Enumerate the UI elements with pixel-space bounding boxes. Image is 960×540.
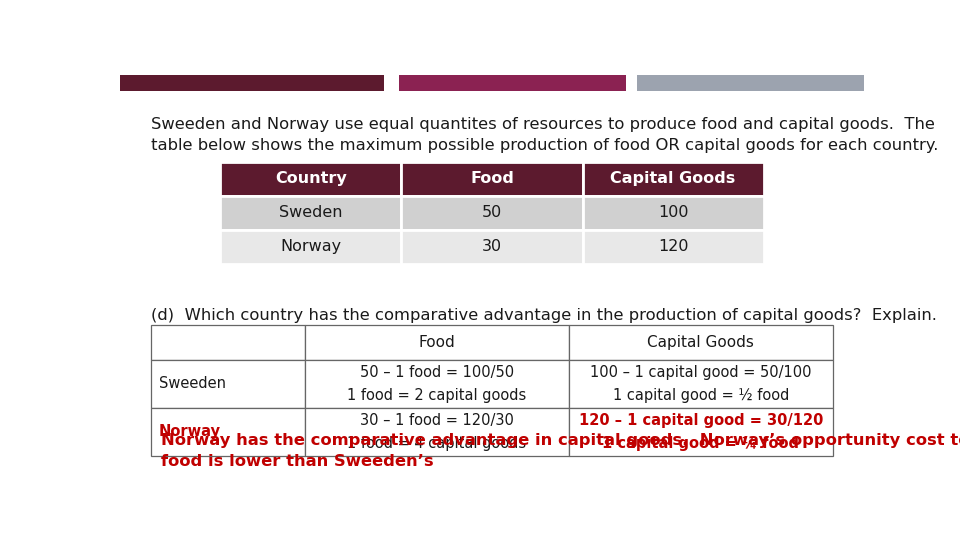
Bar <box>583 230 763 264</box>
Text: Norway: Norway <box>280 239 342 254</box>
Bar <box>401 196 583 230</box>
Bar <box>120 75 384 91</box>
Text: Food: Food <box>470 171 514 186</box>
Bar <box>221 161 401 196</box>
Bar <box>304 360 568 408</box>
Text: 50 – 1 food = 100/50
1 food = 2 capital goods: 50 – 1 food = 100/50 1 food = 2 capital … <box>347 364 526 403</box>
Text: 30 – 1 food = 120/30
1 food = 4 capital goods: 30 – 1 food = 120/30 1 food = 4 capital … <box>348 413 526 451</box>
Text: Sweden: Sweden <box>279 205 343 220</box>
Bar <box>568 360 832 408</box>
Bar <box>399 75 626 91</box>
Bar <box>221 196 401 230</box>
Bar <box>152 360 304 408</box>
Text: Country: Country <box>276 171 347 186</box>
Bar <box>568 408 832 456</box>
Bar <box>637 75 864 91</box>
Text: Sweeden and Norway use equal quantites of resources to produce food and capital : Sweeden and Norway use equal quantites o… <box>152 117 939 153</box>
Bar <box>583 196 763 230</box>
Bar <box>583 161 763 196</box>
Text: Norway: Norway <box>158 424 221 439</box>
Bar <box>304 325 568 360</box>
Text: 100: 100 <box>658 205 688 220</box>
Text: Sweeden: Sweeden <box>158 376 226 392</box>
Text: Capital Goods: Capital Goods <box>611 171 735 186</box>
Text: Food: Food <box>419 335 455 350</box>
Bar <box>401 230 583 264</box>
Text: Capital Goods: Capital Goods <box>647 335 755 350</box>
Text: 120 – 1 capital good = 30/120
1 capital good = ¼ food: 120 – 1 capital good = 30/120 1 capital … <box>579 413 823 451</box>
Bar <box>221 230 401 264</box>
Text: 30: 30 <box>482 239 502 254</box>
Bar <box>401 161 583 196</box>
Bar <box>568 325 832 360</box>
Bar <box>152 325 304 360</box>
Text: 100 – 1 capital good = 50/100
1 capital good = ½ food: 100 – 1 capital good = 50/100 1 capital … <box>590 364 811 403</box>
Text: (d)  Which country has the comparative advantage in the production of capital go: (d) Which country has the comparative ad… <box>152 308 937 323</box>
Bar <box>304 408 568 456</box>
Text: 50: 50 <box>482 205 502 220</box>
Text: 120: 120 <box>658 239 688 254</box>
Text: Norway has the comparative advantage in capital goods.  Norway’s opportunity cos: Norway has the comparative advantage in … <box>161 433 960 469</box>
Bar <box>152 408 304 456</box>
